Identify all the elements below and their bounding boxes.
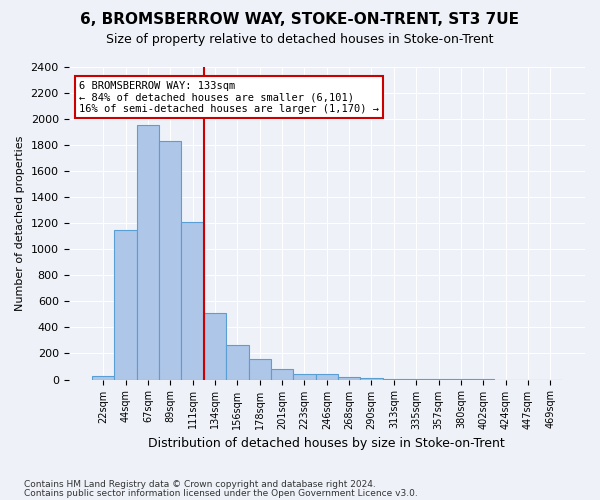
Bar <box>293 374 316 380</box>
Bar <box>248 360 271 380</box>
Bar <box>338 377 361 380</box>
Bar <box>204 313 226 380</box>
X-axis label: Distribution of detached houses by size in Stoke-on-Trent: Distribution of detached houses by size … <box>148 437 505 450</box>
Text: 6 BROMSBERROW WAY: 133sqm
← 84% of detached houses are smaller (6,101)
16% of se: 6 BROMSBERROW WAY: 133sqm ← 84% of detac… <box>79 80 379 114</box>
Bar <box>316 374 338 380</box>
Bar <box>137 125 159 380</box>
Text: 6, BROMSBERROW WAY, STOKE-ON-TRENT, ST3 7UE: 6, BROMSBERROW WAY, STOKE-ON-TRENT, ST3 … <box>80 12 520 28</box>
Bar <box>181 222 204 380</box>
Y-axis label: Number of detached properties: Number of detached properties <box>15 136 25 310</box>
Text: Contains public sector information licensed under the Open Government Licence v3: Contains public sector information licen… <box>24 489 418 498</box>
Text: Contains HM Land Registry data © Crown copyright and database right 2024.: Contains HM Land Registry data © Crown c… <box>24 480 376 489</box>
Bar <box>271 369 293 380</box>
Bar <box>383 379 405 380</box>
Bar <box>226 345 248 380</box>
Bar <box>92 376 115 380</box>
Bar <box>115 230 137 380</box>
Text: Size of property relative to detached houses in Stoke-on-Trent: Size of property relative to detached ho… <box>106 32 494 46</box>
Bar <box>361 378 383 380</box>
Bar <box>159 141 181 380</box>
